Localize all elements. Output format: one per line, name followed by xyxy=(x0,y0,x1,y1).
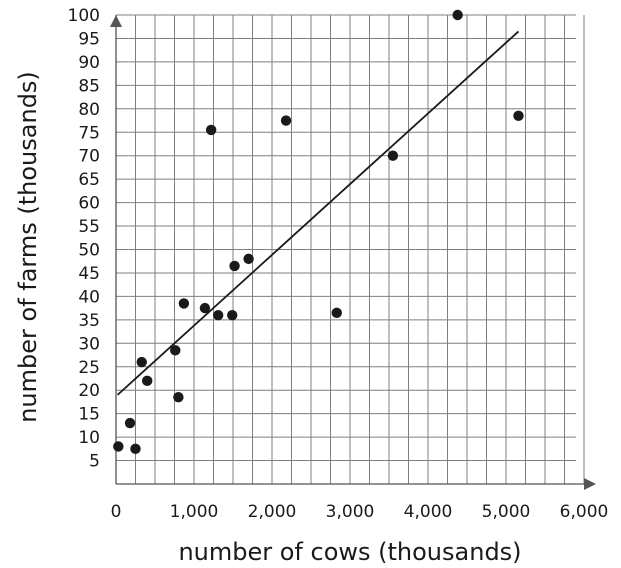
data-point xyxy=(229,260,240,272)
y-tick-label: 35 xyxy=(78,311,100,331)
data-point xyxy=(136,356,147,368)
y-tick-label: 95 xyxy=(78,29,100,49)
y-tick-label: 70 xyxy=(78,147,100,167)
data-point xyxy=(124,417,136,429)
y-tick-label: 15 xyxy=(78,405,100,425)
x-tick-label: 6,000 xyxy=(560,502,609,522)
data-point xyxy=(227,309,238,321)
x-tick-label: 0 xyxy=(111,502,122,522)
y-tick-label: 85 xyxy=(78,76,100,96)
grid-lines xyxy=(116,14,585,484)
y-tick-label: 65 xyxy=(78,170,100,190)
x-tick-label: 5,000 xyxy=(482,502,531,522)
x-tick-label: 2,000 xyxy=(248,502,297,522)
data-point xyxy=(178,298,190,309)
axes xyxy=(110,15,596,490)
data-point xyxy=(331,307,342,319)
data-point xyxy=(205,124,217,136)
y-tick-label: 10 xyxy=(78,428,100,448)
trend-line-group xyxy=(116,30,520,396)
y-tick-label: 55 xyxy=(78,217,100,237)
data-point xyxy=(280,115,292,126)
y-tick-label: 25 xyxy=(78,358,100,378)
x-tick-labels: 0 1,000 2,000 3,000 4,000 5,000 6,000 xyxy=(111,502,609,522)
y-tick-label: 45 xyxy=(78,264,100,284)
data-point xyxy=(513,110,524,122)
data-point xyxy=(199,302,211,314)
trend-line xyxy=(116,30,520,396)
x-tick-label: 4,000 xyxy=(404,502,453,522)
y-tick-label: 50 xyxy=(78,241,100,261)
data-point xyxy=(452,9,463,21)
data-points xyxy=(113,9,524,455)
data-point xyxy=(387,150,399,161)
data-point xyxy=(142,375,153,387)
y-tick-label: 40 xyxy=(78,287,100,307)
data-point xyxy=(212,309,224,321)
y-axis-title: number of farms (thousands) xyxy=(14,71,42,423)
y-tick-label: 90 xyxy=(78,53,100,73)
y-tick-label: 80 xyxy=(78,100,100,120)
y-axis-arrow-icon xyxy=(110,15,122,27)
data-point xyxy=(243,253,254,265)
x-tick-label: 3,000 xyxy=(326,502,375,522)
y-tick-label: 20 xyxy=(78,381,100,401)
y-tick-label: 75 xyxy=(78,123,100,143)
data-point xyxy=(170,345,181,356)
x-axis-arrow-icon xyxy=(584,478,596,490)
x-axis-title: number of cows (thousands) xyxy=(178,538,521,566)
data-point xyxy=(130,443,141,455)
x-tick-label: 1,000 xyxy=(170,502,219,522)
y-tick-label: 100 xyxy=(68,6,100,26)
y-tick-label: 60 xyxy=(78,194,100,214)
y-tick-labels: 5 10 15 20 25 30 35 40 45 50 55 60 65 70 75 80 85 90 95 100 xyxy=(68,6,100,472)
data-point xyxy=(173,392,184,403)
data-point xyxy=(113,441,124,452)
y-tick-label: 5 xyxy=(89,452,100,472)
y-tick-label: 30 xyxy=(78,334,100,354)
